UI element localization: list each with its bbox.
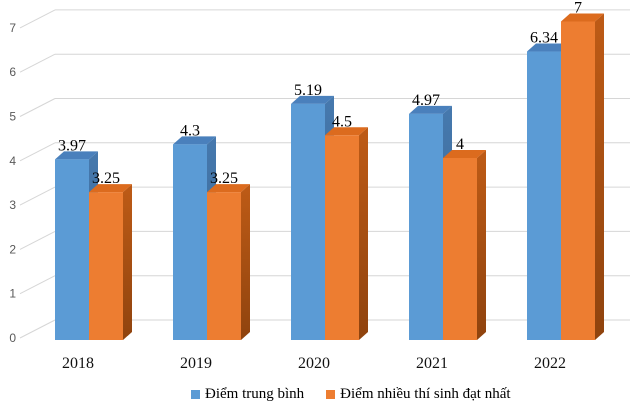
gridline-depth [19,186,56,206]
data-label: 5.19 [294,82,322,99]
y-axis-tick-label: 1 [9,287,16,301]
y-axis-tick-label: 0 [9,331,16,345]
y-axis-tick-label: 3 [9,198,16,212]
bar-2018-s1 [89,184,132,340]
data-label: 4.5 [332,113,352,130]
y-axis-tick-label: 2 [9,242,16,256]
gridline-depth [19,319,56,339]
gridline-depth [19,275,56,295]
x-axis-category-label: 2022 [534,355,566,372]
legend-label: Điểm nhiều thí sinh đạt nhất [340,385,511,402]
gridline-depth [19,142,56,162]
data-label: 6.34 [530,30,558,47]
legend-label: Điểm trung bình [205,385,305,402]
data-label: 4.3 [180,122,200,139]
gridline-depth [19,53,56,73]
data-label: 3.25 [210,170,238,187]
bar-2019-s1 [207,184,250,340]
y-axis-tick-label: 6 [9,65,16,79]
data-label: 7 [574,0,582,17]
bar-2022-s1 [561,13,604,340]
bar-2021-s1 [443,150,486,340]
data-label: 3.25 [92,170,120,187]
legend-swatch-icon [191,389,200,399]
legend-item-1: Điểm nhiều thí sinh đạt nhất [326,385,511,403]
bar-2019-s0 [173,136,216,340]
data-label: 4 [456,136,464,153]
data-label: 4.97 [412,92,440,109]
x-axis-category-label: 2019 [180,355,212,372]
y-axis-tick-label: 5 [9,110,16,124]
legend-swatch-icon [326,389,336,399]
y-axis-tick-label: 4 [9,154,16,168]
x-axis-category-label: 2018 [62,355,94,372]
chart-legend: Điểm trung bình Điểm nhiều thí sinh đạt n… [191,384,511,404]
bar-2020-s1 [325,127,368,340]
x-axis-category-label: 2021 [416,355,448,372]
gridline-depth [19,98,56,117]
bar-2022-s0 [527,43,570,340]
data-label: 3.97 [58,137,86,154]
y-axis-tick-label: 7 [9,21,16,35]
gridline-depth [19,230,56,250]
legend-item-0: Điểm trung bình [191,386,304,403]
x-axis-category-label: 2020 [298,355,330,372]
gridline-depth [19,9,56,29]
